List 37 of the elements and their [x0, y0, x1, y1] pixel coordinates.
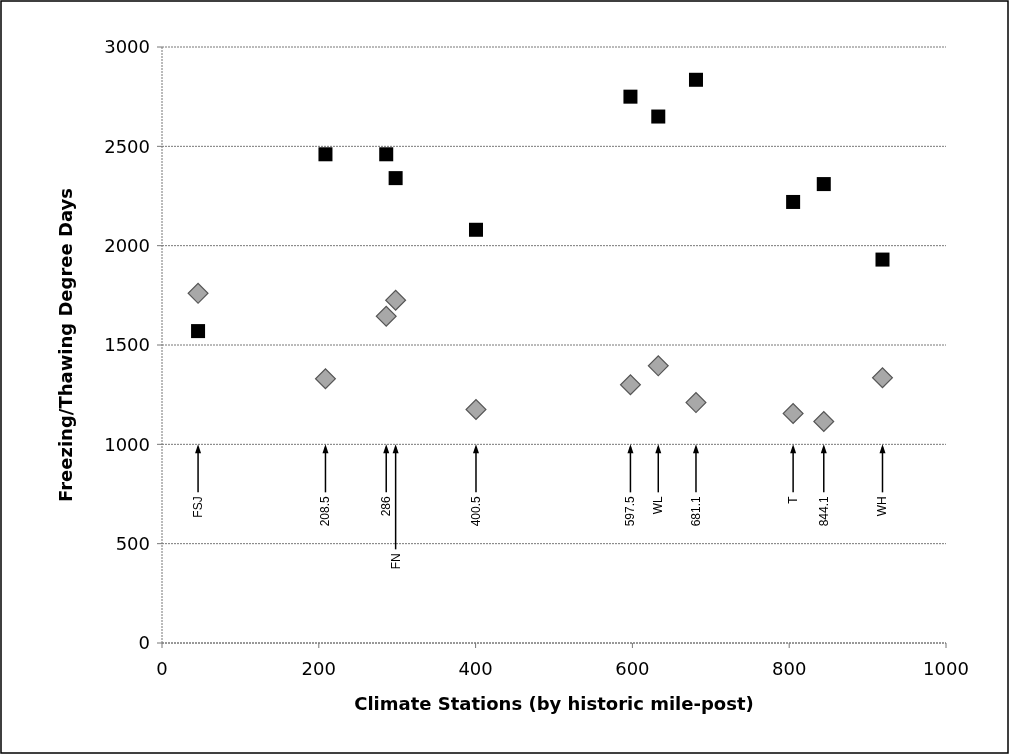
point: [468, 222, 483, 237]
y-tick-label: 2500: [104, 135, 150, 157]
point: [318, 147, 333, 162]
y-tick-label: 3000: [104, 36, 150, 58]
annotation: 208.5: [318, 496, 333, 527]
y-tick-label: 1500: [104, 334, 150, 356]
point: [816, 177, 831, 192]
point: [651, 109, 666, 124]
x-tick-label: 400: [458, 658, 493, 679]
annotation: FSJ: [191, 496, 206, 518]
point: [191, 324, 206, 339]
x-tick-label: 800: [772, 658, 807, 679]
x-tick-label: 1000: [923, 658, 969, 679]
point: [623, 89, 638, 104]
y-tick-label: 500: [115, 532, 150, 554]
x-tick-label: 600: [615, 658, 650, 679]
point: [688, 72, 703, 87]
x-axis-title: Climate Stations (by historic mile-post): [354, 693, 754, 714]
annotation: 681.1: [688, 496, 703, 527]
x-tick-label: 200: [301, 658, 336, 679]
y-axis-title: Freezing/Thawing Degree Days: [55, 188, 76, 502]
point: [379, 147, 394, 162]
point: [388, 171, 403, 186]
annotation: 400.5: [468, 496, 483, 527]
annotation: T: [786, 495, 801, 504]
annotation: 844.1: [816, 496, 831, 527]
point: [875, 252, 890, 267]
annotation: FN: [388, 553, 403, 570]
annotation: 286: [379, 496, 394, 517]
x-tick-label: 0: [156, 658, 168, 679]
y-tick-label: 0: [138, 632, 150, 654]
annotation: WH: [875, 496, 890, 517]
point: [786, 194, 801, 209]
y-tick-label: 2000: [104, 234, 150, 256]
y-tick-label: 1000: [104, 433, 150, 455]
annotation: WL: [651, 496, 666, 515]
annotation: 597.5: [623, 496, 638, 527]
